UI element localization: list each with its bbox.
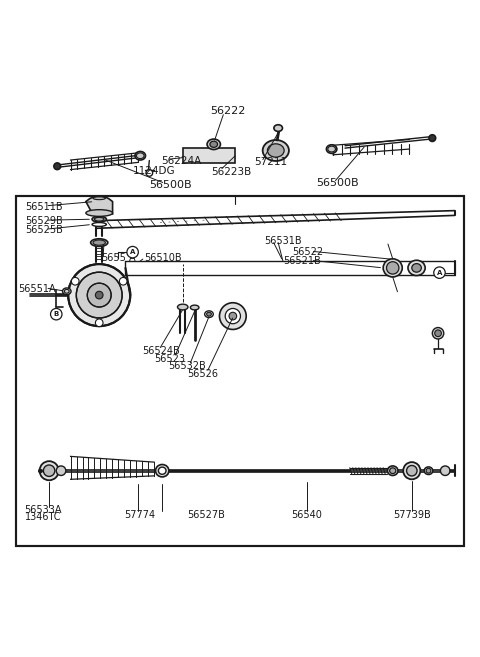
Text: 1346TC: 1346TC — [25, 512, 61, 522]
Text: 56500B: 56500B — [316, 179, 359, 189]
Ellipse shape — [274, 125, 282, 131]
Text: 56521B: 56521B — [283, 256, 321, 266]
Ellipse shape — [390, 468, 396, 474]
Ellipse shape — [426, 468, 431, 473]
Circle shape — [43, 465, 55, 476]
Text: A: A — [437, 269, 442, 276]
Text: - - - - - -: - - - - - - — [159, 217, 206, 225]
Text: 56527B: 56527B — [188, 510, 226, 520]
Circle shape — [54, 163, 60, 170]
Text: 56524B: 56524B — [142, 346, 180, 356]
Text: 56525B: 56525B — [25, 225, 63, 235]
Circle shape — [39, 461, 59, 480]
Ellipse shape — [210, 141, 217, 147]
Circle shape — [219, 303, 246, 329]
Text: 56523: 56523 — [154, 353, 185, 363]
Ellipse shape — [93, 197, 106, 200]
Ellipse shape — [93, 240, 106, 245]
Circle shape — [432, 328, 444, 339]
Ellipse shape — [386, 261, 399, 274]
Text: 56551A: 56551A — [18, 284, 56, 294]
Text: 57774: 57774 — [124, 510, 156, 520]
Bar — [16, 196, 464, 545]
Circle shape — [229, 312, 237, 320]
Ellipse shape — [92, 223, 107, 227]
Text: 56532B: 56532B — [168, 361, 206, 371]
Circle shape — [76, 272, 122, 318]
Text: 56222: 56222 — [210, 106, 246, 116]
Bar — [16, 196, 464, 545]
Text: 56510B: 56510B — [144, 254, 182, 263]
Circle shape — [429, 135, 436, 141]
Text: 56526: 56526 — [188, 369, 218, 379]
Ellipse shape — [412, 263, 421, 272]
Text: 56531B: 56531B — [264, 236, 301, 246]
Text: 56224A: 56224A — [161, 156, 202, 166]
Ellipse shape — [86, 210, 113, 216]
Circle shape — [68, 264, 130, 326]
Circle shape — [56, 466, 66, 476]
Circle shape — [146, 170, 153, 176]
Circle shape — [96, 319, 103, 327]
Text: 56223B: 56223B — [211, 167, 252, 177]
Circle shape — [434, 267, 445, 279]
Text: 57211: 57211 — [254, 158, 288, 168]
Ellipse shape — [206, 312, 211, 316]
Ellipse shape — [158, 467, 166, 474]
Text: 56529B: 56529B — [25, 216, 63, 226]
Text: 56533A: 56533A — [24, 505, 62, 515]
Ellipse shape — [92, 216, 107, 222]
Ellipse shape — [263, 140, 289, 161]
Text: 56511B: 56511B — [25, 202, 63, 212]
Text: 56522: 56522 — [292, 247, 324, 257]
Text: 1124DG: 1124DG — [132, 166, 175, 176]
Polygon shape — [86, 197, 113, 214]
Ellipse shape — [326, 145, 337, 153]
Circle shape — [225, 308, 240, 324]
Circle shape — [96, 291, 103, 299]
Bar — [183, 148, 235, 164]
Circle shape — [441, 466, 450, 476]
Circle shape — [87, 283, 111, 307]
Circle shape — [72, 277, 79, 285]
Circle shape — [403, 462, 420, 480]
Text: A: A — [130, 249, 135, 255]
Ellipse shape — [135, 152, 145, 160]
Ellipse shape — [95, 217, 104, 221]
Text: B: B — [54, 311, 59, 317]
Ellipse shape — [267, 144, 284, 157]
Text: 56500B: 56500B — [149, 180, 192, 191]
Ellipse shape — [424, 467, 433, 474]
Circle shape — [120, 277, 127, 285]
Ellipse shape — [387, 466, 398, 476]
Ellipse shape — [62, 288, 71, 294]
Circle shape — [50, 308, 62, 320]
Circle shape — [435, 330, 442, 336]
Circle shape — [407, 465, 417, 476]
Ellipse shape — [383, 259, 402, 277]
Ellipse shape — [207, 139, 220, 150]
Ellipse shape — [191, 305, 199, 310]
Text: 57739B: 57739B — [393, 510, 431, 520]
Circle shape — [127, 246, 138, 258]
Text: 56540: 56540 — [291, 510, 322, 520]
Ellipse shape — [156, 464, 169, 477]
Ellipse shape — [178, 304, 188, 310]
Text: 5655’A: 5655’A — [102, 254, 136, 263]
Ellipse shape — [408, 260, 425, 275]
Ellipse shape — [91, 238, 108, 246]
